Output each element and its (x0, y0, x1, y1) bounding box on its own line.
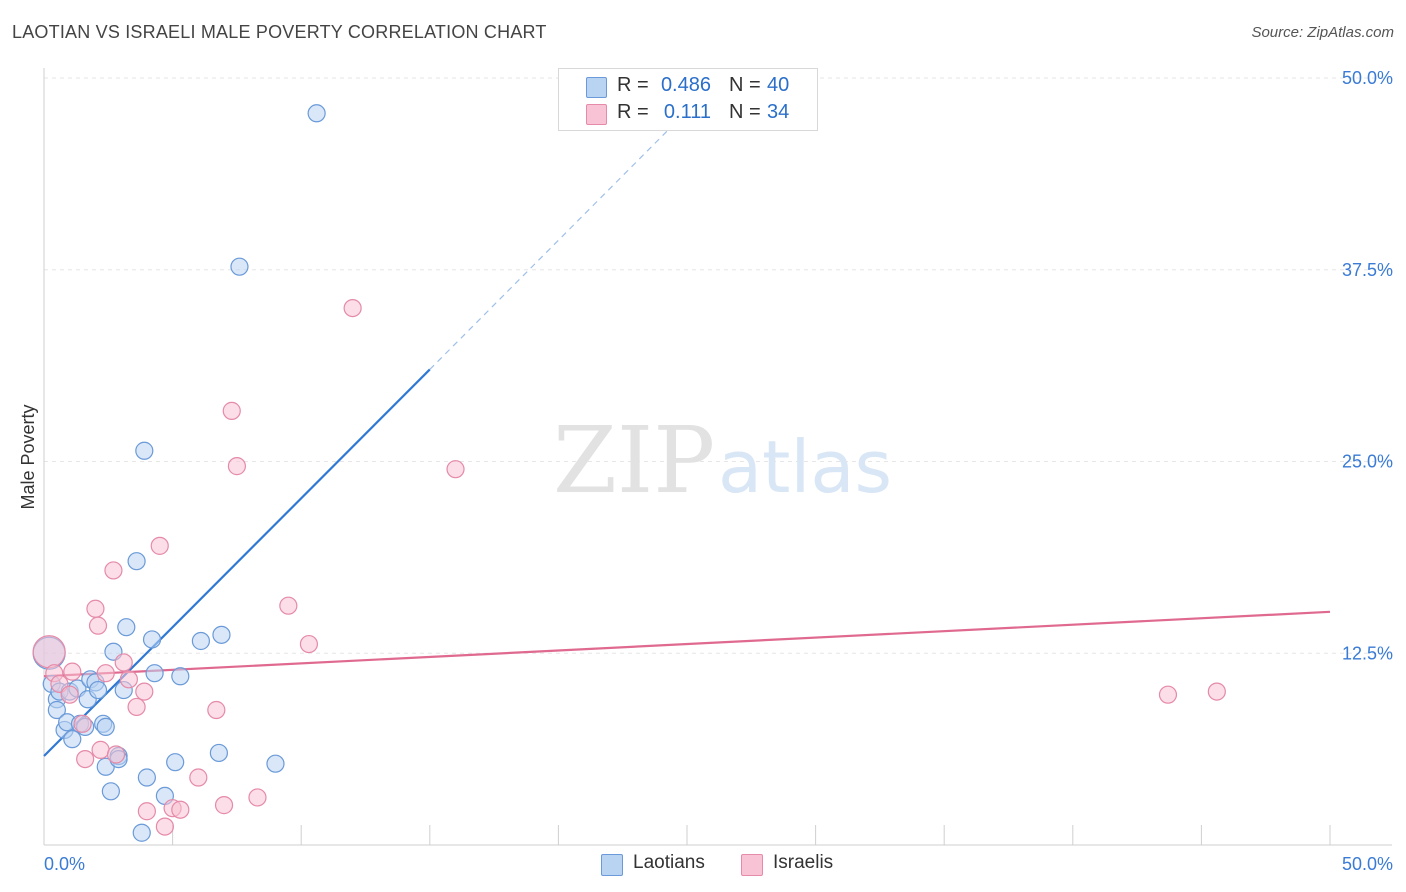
data-point-israelis (155, 817, 174, 836)
data-point-laotians (142, 630, 162, 649)
data-point-israelis (446, 460, 465, 479)
data-point-israelis (248, 788, 267, 807)
data-point-israelis (63, 662, 82, 681)
data-point-laotians (88, 680, 108, 700)
correlation-legend: R = 0.486 N = 40 R = 0.111 N = 34 (558, 68, 818, 131)
legend-row-israelis: R = 0.111 N = 34 (559, 101, 817, 127)
data-point-israelis (1207, 682, 1226, 701)
data-point-israelis (96, 664, 115, 683)
data-point-israelis (299, 634, 319, 654)
data-point-israelis (150, 536, 169, 555)
data-point-laotians (47, 700, 66, 720)
legend-swatch-blue (601, 854, 623, 876)
legend-swatch-pink (586, 104, 607, 125)
data-point-israelis (207, 700, 226, 720)
y-tick-label: 37.5% (1342, 260, 1393, 280)
data-point-israelis (171, 800, 190, 819)
data-point-laotians (230, 257, 249, 276)
trend-line-laotians-extension (429, 123, 675, 370)
trend-line-israelis (43, 610, 1331, 678)
source-label: Source: ZipAtlas.com (1251, 24, 1394, 41)
legend-n-label: N = (729, 101, 761, 123)
data-point-laotians (135, 441, 154, 460)
legend-n-value: 40 (767, 74, 790, 96)
y-tick-label: 50.0% (1342, 68, 1393, 88)
data-point-laotians (212, 625, 231, 644)
legend-n-value: 34 (767, 101, 790, 123)
data-point-israelis (189, 768, 208, 787)
legend-r-label: R = (617, 74, 649, 96)
data-point-israelis (137, 802, 156, 821)
data-point-laotians (117, 618, 136, 637)
data-point-laotians (171, 667, 190, 686)
data-point-israelis (76, 749, 95, 769)
data-point-laotians (209, 743, 228, 763)
data-point-laotians (166, 753, 185, 772)
data-point-israelis (114, 653, 133, 672)
data-point-israelis (227, 457, 246, 476)
legend-row-laotians: R = 0.486 N = 40 (559, 74, 817, 100)
legend-n-label: N = (729, 74, 761, 96)
data-point-israelis (86, 599, 105, 618)
data-point-laotians (127, 552, 146, 571)
data-point-israelis (135, 682, 154, 701)
chart-title: LAOTIAN VS ISRAELI MALE POVERTY CORRELAT… (12, 22, 547, 42)
watermark-atlas: atlas (718, 425, 892, 509)
legend-swatch-pink (741, 854, 763, 876)
legend-r-label: R = (617, 101, 649, 123)
watermark-zip: ZIP (553, 407, 715, 514)
data-point-israelis (91, 740, 110, 759)
data-point-laotians (307, 104, 326, 123)
data-point-laotians (137, 768, 156, 787)
data-point-israelis (222, 401, 241, 420)
y-tick-label: 12.5% (1342, 643, 1393, 663)
data-point-laotians (132, 823, 151, 842)
data-point-israelis (1158, 685, 1178, 704)
legend-r-value: 0.111 (663, 101, 711, 123)
trend-line-laotians (43, 368, 431, 757)
data-point-laotians (191, 631, 210, 651)
legend-swatch-blue (586, 77, 607, 98)
legend-r-value: 0.486 (660, 74, 711, 96)
data-point-laotians (63, 730, 82, 749)
data-point-israelis (60, 685, 79, 704)
data-point-israelis (279, 596, 298, 615)
x-tick-label: 50.0% (1342, 854, 1393, 874)
y-tick-label: 25.0% (1342, 452, 1393, 472)
data-point-israelis (106, 745, 126, 764)
x-tick-label: 0.0% (44, 854, 85, 874)
legend-label-laotians: Laotians (633, 852, 705, 873)
data-point-israelis (127, 697, 146, 717)
data-point-laotians (101, 782, 120, 801)
legend-label-israelis: Israelis (773, 852, 834, 873)
data-point-israelis (32, 635, 66, 669)
data-point-israelis (104, 561, 123, 580)
data-point-israelis (88, 616, 108, 635)
data-point-israelis (119, 670, 138, 689)
data-point-israelis (214, 796, 234, 815)
data-point-israelis (343, 299, 362, 318)
data-point-israelis (73, 714, 92, 733)
data-point-laotians (145, 664, 164, 683)
y-axis-label: Male Poverty (18, 404, 38, 509)
data-point-laotians (266, 754, 285, 773)
data-point-laotians (96, 717, 115, 736)
